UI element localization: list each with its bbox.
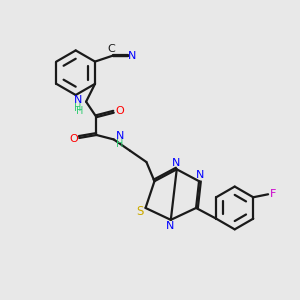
Text: S: S — [136, 205, 143, 218]
Text: O: O — [69, 134, 78, 144]
Text: N: N — [116, 131, 124, 142]
Text: H: H — [74, 103, 81, 113]
Text: H: H — [116, 139, 123, 149]
Text: H: H — [76, 106, 84, 116]
Text: N: N — [128, 51, 136, 61]
Text: C: C — [108, 44, 116, 54]
Text: O: O — [115, 106, 124, 116]
Text: F: F — [270, 189, 277, 199]
Text: N: N — [74, 95, 82, 105]
Text: N: N — [195, 170, 204, 180]
Text: N: N — [172, 158, 181, 168]
Text: N: N — [166, 221, 174, 231]
